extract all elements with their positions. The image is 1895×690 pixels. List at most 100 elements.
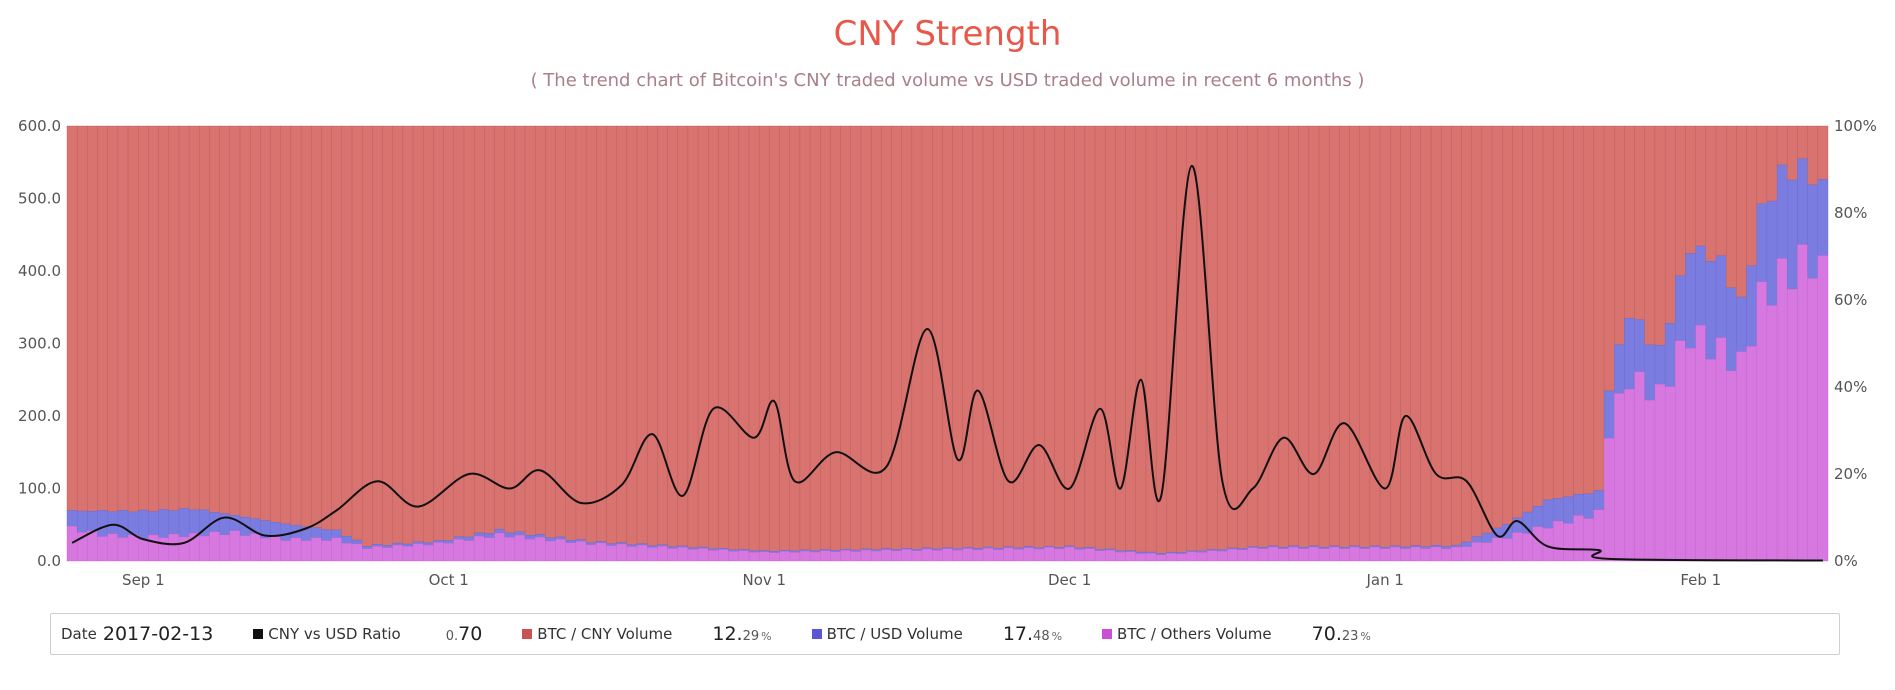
chart-canvas[interactable]: 0.0 100.0 200.0 300.0 400.0 500.0 600.0 0% 20% 40…: [0, 0, 1895, 610]
bar-usd: [1695, 245, 1707, 326]
bar-cny: [250, 125, 261, 519]
bar-usd: [626, 544, 638, 547]
bar-usd: [1756, 203, 1768, 282]
bar-others: [1247, 547, 1259, 562]
bar-usd: [606, 543, 617, 546]
bar-cny: [1614, 125, 1625, 345]
bar-usd: [1379, 547, 1391, 549]
bar-usd: [555, 536, 566, 540]
bar-others: [280, 540, 292, 562]
bar-others: [1614, 393, 1625, 562]
bar-others: [514, 534, 526, 562]
bar-others: [1715, 337, 1727, 562]
legend-date-label: Date: [61, 625, 97, 643]
bar-usd: [1461, 541, 1472, 547]
bar-cny: [1624, 125, 1635, 319]
bar-usd: [1644, 344, 1656, 401]
bar-usd: [311, 527, 322, 538]
legend-swatch-others: [1102, 629, 1113, 639]
bar-cny: [494, 125, 505, 530]
legend-swatch-ratio: [253, 629, 264, 639]
bar-others: [321, 540, 332, 562]
bar-usd: [932, 548, 943, 551]
bar-others: [565, 542, 577, 562]
bar-usd: [1451, 544, 1462, 548]
bar-others: [1176, 553, 1187, 562]
bar-usd: [1481, 532, 1493, 543]
bar-usd: [1532, 506, 1544, 527]
bar-cny: [972, 125, 984, 549]
bar-others: [1267, 546, 1279, 562]
bar-usd: [1624, 317, 1635, 390]
bar-usd: [545, 537, 556, 542]
bar-cny: [809, 125, 821, 551]
bar-others: [392, 544, 404, 562]
bar-usd: [473, 532, 485, 537]
bar-cny: [209, 125, 220, 513]
bar-others: [412, 543, 424, 562]
bar-others: [1329, 546, 1340, 562]
bar-others: [1573, 515, 1584, 562]
x-tick-label: Sep 1: [122, 571, 165, 589]
bar-cny: [1349, 125, 1360, 547]
bar-cny: [504, 125, 516, 534]
bar-usd: [1339, 547, 1350, 549]
bar-usd: [484, 533, 495, 539]
bar-usd: [1807, 184, 1819, 279]
bar-cny: [311, 125, 322, 528]
bar-cny: [1685, 125, 1696, 254]
bar-cny: [1074, 125, 1086, 549]
legend-item-cny: BTC / CNY Volume: [522, 625, 672, 643]
bar-cny: [1288, 125, 1299, 547]
bar-usd: [1054, 547, 1065, 550]
bar-others: [687, 549, 699, 562]
bar-usd: [341, 535, 353, 544]
bar-others: [647, 547, 658, 562]
bar-others: [1318, 548, 1330, 562]
bar-others: [911, 550, 923, 562]
bar-cny: [585, 125, 597, 543]
bar-cny: [1318, 125, 1330, 548]
bar-others: [402, 546, 414, 562]
bar-cny: [1695, 125, 1707, 247]
bar-others: [667, 548, 678, 562]
bar-others: [1115, 551, 1126, 562]
bar-others: [1502, 538, 1513, 562]
bar-others: [962, 548, 974, 562]
bar-others: [1451, 546, 1462, 562]
bar-others: [1400, 548, 1411, 562]
bar-usd: [830, 550, 841, 552]
bar-usd: [596, 541, 607, 544]
bar-others: [433, 542, 444, 562]
bar-usd: [1766, 200, 1778, 306]
bar-others: [748, 552, 760, 562]
legend-value-usd-unit: %: [1051, 630, 1063, 643]
bar-others: [229, 530, 241, 562]
bar-others: [1349, 546, 1360, 562]
bar-others: [1736, 351, 1747, 562]
bar-others: [97, 536, 108, 562]
bar-others: [270, 536, 281, 562]
bar-cny: [1654, 125, 1666, 346]
bar-cny: [1440, 125, 1452, 547]
bar-others: [626, 546, 638, 562]
chart-title: CNY Strength: [833, 14, 1062, 54]
bar-others: [789, 552, 801, 562]
bar-cny: [718, 125, 729, 549]
bar-cny: [148, 125, 159, 512]
bar-others: [1379, 548, 1391, 562]
bar-usd: [1726, 287, 1737, 372]
bar-others: [1135, 553, 1147, 562]
bar-cny: [1807, 125, 1819, 185]
legend-bar: Date 2017-02-13 CNY vs USD Ratio 0. 70 BT…: [50, 613, 1840, 655]
bar-others: [585, 544, 597, 562]
bar-usd: [423, 542, 434, 546]
bar-cny: [1746, 125, 1757, 266]
bar-cny: [565, 125, 577, 541]
bar-others: [942, 548, 953, 562]
bar-usd: [1654, 344, 1666, 385]
bar-others: [1257, 548, 1269, 562]
bar-others: [1390, 546, 1401, 562]
bar-others: [463, 540, 475, 562]
bar-usd: [1278, 547, 1289, 549]
